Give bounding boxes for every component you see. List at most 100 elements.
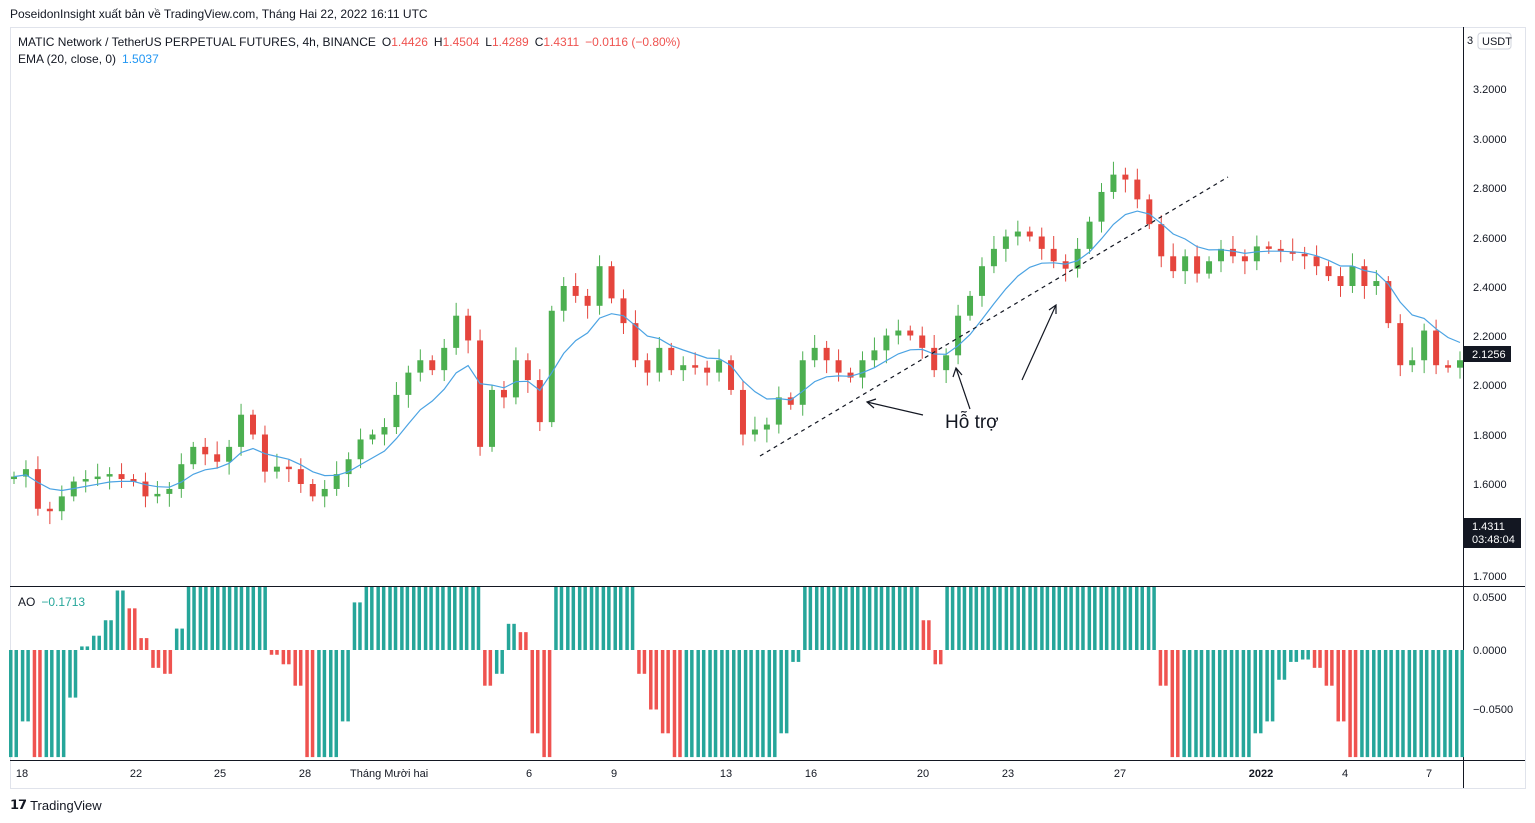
ao-bar	[97, 635, 101, 650]
time-tick: 6	[526, 768, 532, 780]
ao-bar	[992, 587, 997, 650]
candle-body	[560, 286, 567, 311]
candle-body	[656, 347, 663, 373]
ao-bar	[536, 650, 540, 734]
ao-bar	[1217, 650, 1222, 758]
candle-body	[716, 360, 723, 373]
ao-bar	[1093, 587, 1097, 650]
ao-bar	[246, 587, 250, 650]
ao-bar	[423, 587, 428, 650]
annotation-text[interactable]: Hỗ trợ	[945, 411, 999, 433]
ao-bar	[1448, 650, 1453, 758]
candle-body	[1337, 276, 1344, 286]
ao-bar	[684, 650, 689, 758]
candle-body	[668, 347, 675, 371]
annotation-arrows	[865, 303, 1057, 416]
ao-bar	[471, 587, 475, 650]
ao-bar	[9, 650, 13, 758]
ao-bar	[1424, 650, 1429, 758]
ao-bar	[630, 587, 635, 650]
candle-body	[94, 476, 101, 480]
ao-bar	[1300, 650, 1305, 660]
candle-body	[692, 365, 699, 368]
ao-bar	[305, 650, 309, 758]
candle-body	[548, 310, 555, 423]
ao-bar	[1075, 587, 1080, 650]
candle-body	[1110, 174, 1117, 192]
ao-bar	[1265, 650, 1269, 722]
ao-bar	[524, 632, 528, 650]
time-axis[interactable]: 18 22 25 28 Tháng Mười hai 6 9 13 16 20 23 27 2022 4 7	[16, 768, 1432, 780]
ema-line[interactable]	[13, 210, 1461, 492]
ao-bar	[103, 620, 108, 650]
arrow-left	[866, 401, 924, 416]
ao-bar	[174, 628, 179, 650]
candle-body	[441, 347, 448, 371]
ao-legend[interactable]: AO −0.1713	[18, 595, 85, 609]
ao-bar	[1324, 650, 1329, 686]
brand-name: TradingView	[30, 797, 102, 813]
ao-bar	[1194, 650, 1198, 758]
ao-bar	[340, 650, 345, 722]
time-tick: 23	[1002, 768, 1014, 780]
ao-bar	[1229, 650, 1234, 758]
ao-bar	[1431, 650, 1435, 758]
ao-bar	[743, 650, 748, 758]
ao-bar	[180, 628, 184, 650]
footer-brand[interactable]: 𝟭𝟳 TradingView	[10, 797, 102, 813]
ao-bar	[204, 587, 208, 650]
ao-bar	[26, 650, 30, 722]
candle-body	[118, 474, 125, 480]
candle-body	[1277, 248, 1284, 252]
candle-body	[11, 476, 17, 480]
ao-bar	[554, 587, 558, 650]
ao-bar	[370, 587, 374, 650]
ao-bar	[1365, 650, 1370, 758]
ao-bar	[417, 587, 421, 650]
support-trendline[interactable]	[759, 176, 1229, 457]
candle-body	[883, 335, 890, 351]
candle-body	[1229, 248, 1236, 257]
candle-body	[1050, 248, 1057, 262]
ao-bar	[234, 587, 238, 650]
ema-legend[interactable]: EMA (20, close, 0) 1.5037	[18, 52, 159, 66]
candle-body	[1301, 253, 1308, 257]
candle-body	[847, 372, 854, 378]
candle-body	[465, 315, 472, 341]
ao-bar	[186, 587, 191, 650]
ao-bar	[950, 587, 955, 650]
ao-bar	[222, 587, 226, 650]
candle-body	[1182, 256, 1189, 272]
candle-body	[369, 434, 376, 440]
legend-line: MATIC Network / TetherUS PERPETUAL FUTUR…	[18, 35, 680, 49]
candle-body	[967, 295, 974, 316]
price-tick: 1.6000	[1473, 479, 1507, 491]
ao-bar	[559, 587, 564, 650]
last-price-text: 1.4311	[1472, 521, 1505, 533]
candle-body	[1134, 179, 1141, 200]
ao-bar	[1176, 650, 1180, 758]
candle-body	[739, 389, 746, 435]
candle-body	[524, 360, 531, 381]
ao-bar	[1318, 650, 1322, 668]
candle-body	[1361, 266, 1368, 286]
candle-body	[1074, 248, 1081, 269]
ema-price-text: 2.1256	[1472, 349, 1506, 361]
ao-bar	[281, 650, 286, 665]
ao-bar	[1436, 650, 1441, 758]
candle-body	[919, 335, 926, 348]
ao-bar	[447, 587, 452, 650]
ao-bar	[56, 650, 60, 758]
currency-button[interactable]	[1477, 32, 1512, 50]
ao-bar	[642, 650, 647, 674]
candle-body	[429, 360, 436, 371]
candle-body	[584, 295, 591, 306]
ao-bar	[672, 650, 677, 758]
ao-bar	[441, 587, 445, 650]
candle-body	[417, 360, 424, 373]
price-tick: 3.0000	[1473, 134, 1507, 146]
ao-bar	[601, 587, 606, 650]
ao-bar	[637, 650, 641, 674]
ao-bar	[1104, 587, 1109, 650]
